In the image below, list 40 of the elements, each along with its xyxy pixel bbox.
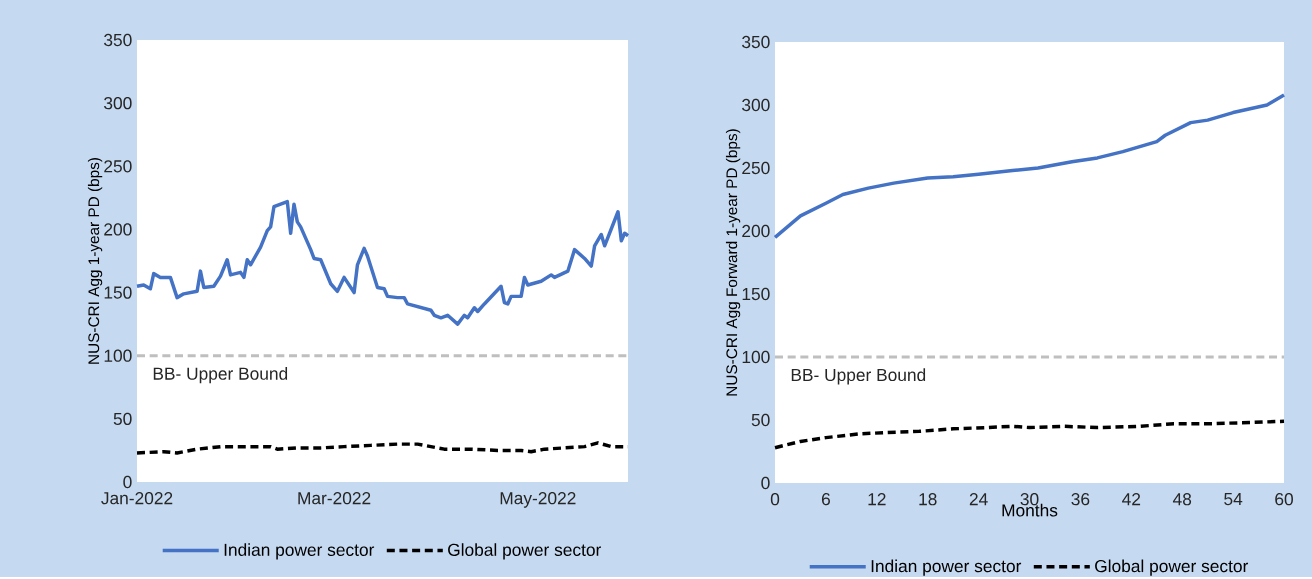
legend-label: Global power sector	[1095, 559, 1249, 576]
x-tick-label: 60	[1275, 492, 1293, 506]
y-tick-label: 300	[104, 96, 132, 110]
x-tick-label: 48	[1172, 492, 1192, 506]
ref-line-label: BB- Upper Bound	[791, 368, 926, 385]
y-axis-title: NUS-CRI Agg Forward 1-year PD (bps)	[725, 129, 741, 396]
y-axis-title: NUS-CRI Agg 1-year PD (bps)	[87, 157, 103, 364]
x-tick-label: May-2022	[500, 491, 576, 508]
legend-label: Global power sector	[448, 543, 602, 560]
line-series	[135, 199, 630, 326]
y-tick-label: 250	[742, 161, 770, 174]
y-tick-label: 200	[104, 223, 132, 236]
y-tick-label: 100	[104, 349, 132, 362]
x-tick-label: 36	[1071, 492, 1090, 506]
x-tick-label: 54	[1224, 492, 1243, 505]
x-tick-label: 0	[770, 492, 780, 506]
x-tick-label: 12	[868, 492, 886, 505]
y-tick-label: 50	[751, 413, 770, 426]
x-tick-label: 24	[969, 492, 988, 505]
x-tick-label: Jan-2022	[101, 491, 173, 505]
y-tick-label: 200	[742, 224, 770, 237]
line-series	[773, 92, 1286, 239]
legend-label: Indian power sector	[224, 543, 375, 560]
line-series	[773, 419, 1286, 450]
y-tick-label: 150	[742, 287, 770, 300]
y-tick-label: 350	[742, 35, 770, 48]
x-tick-label: 18	[919, 492, 937, 506]
y-tick-label: 250	[104, 159, 132, 173]
y-tick-label: 100	[742, 350, 770, 363]
ref-line-label: BB- Upper Bound	[153, 366, 288, 384]
x-tick-label: Mar-2022	[298, 491, 371, 505]
y-tick-label: 0	[123, 475, 132, 488]
y-tick-label: 300	[742, 98, 770, 111]
legend-label: Indian power sector	[871, 559, 1022, 576]
x-tick-label: 42	[1122, 492, 1141, 505]
x-tick-label: 6	[821, 492, 830, 506]
y-tick-label: 50	[113, 412, 132, 425]
y-tick-label: 0	[761, 476, 770, 489]
y-tick-label: 350	[104, 33, 132, 46]
y-tick-label: 150	[104, 286, 132, 299]
